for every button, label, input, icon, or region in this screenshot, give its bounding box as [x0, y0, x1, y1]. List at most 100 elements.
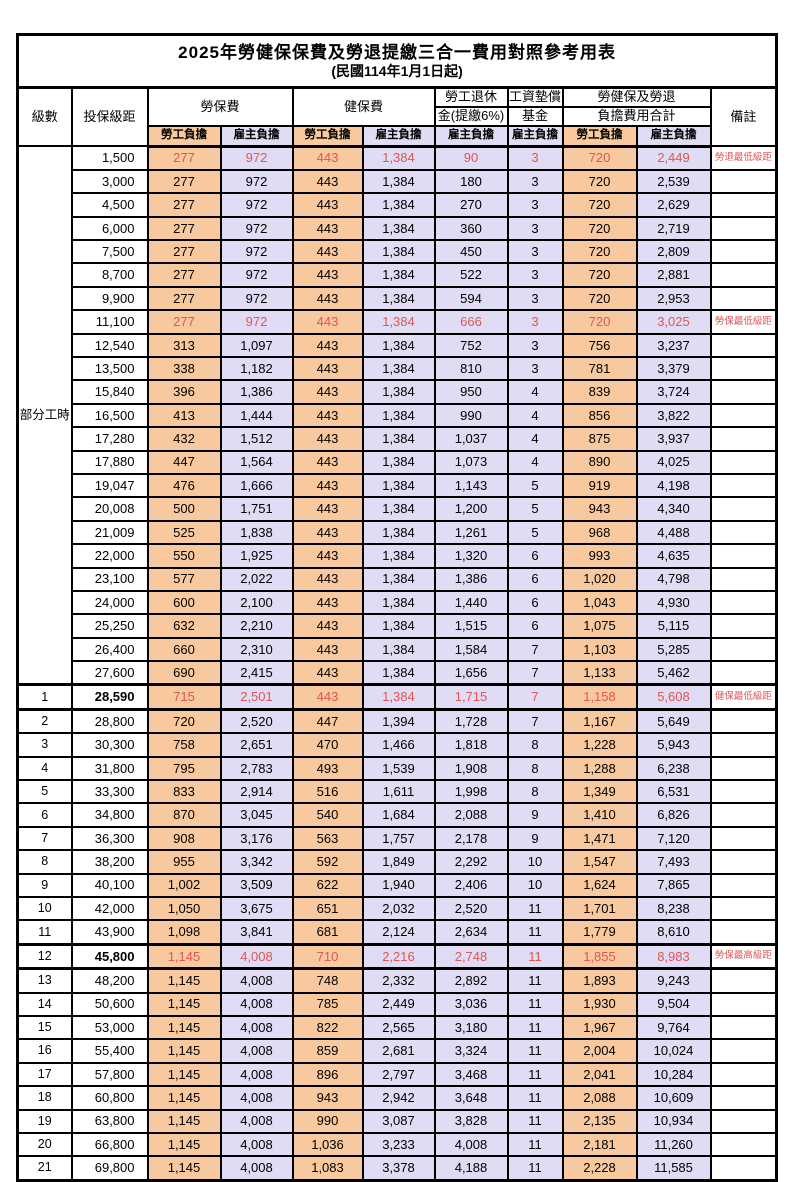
cell-bracket: 30,300 — [70, 732, 149, 758]
cell-wage-fund-employer: 5 — [506, 496, 564, 522]
cell-total-employer: 3,237 — [635, 332, 712, 359]
cell-health-employer: 2,332 — [361, 967, 436, 994]
cell-health-employer: 1,384 — [361, 683, 436, 711]
cell-total-employee: 720 — [561, 215, 638, 242]
cell-bracket: 40,100 — [70, 872, 149, 899]
subheader-health-employer: 雇主負擔 — [361, 124, 436, 148]
cell-health-employer: 1,384 — [361, 449, 436, 475]
subheader-pension-employer: 雇主負擔 — [433, 124, 509, 148]
subheader-total-employer: 雇主負擔 — [635, 124, 712, 148]
cell-level: 15 — [16, 1014, 73, 1041]
cell-health-employee: 651 — [291, 895, 364, 922]
cell-labor-employer: 3,176 — [219, 825, 294, 852]
cell-level: 10 — [16, 895, 73, 922]
header-labor-insurance: 勞保費 — [146, 86, 294, 127]
cell-health-employee: 622 — [291, 872, 364, 899]
cell-health-employer: 3,233 — [361, 1131, 436, 1158]
table-row: 13 48,200 1,145 4,008 748 2,332 2,892 11 1,893 9,… — [16, 967, 778, 994]
cell-total-employer: 2,881 — [635, 262, 712, 288]
cell-health-employer: 1,384 — [361, 145, 436, 171]
cell-total-employee: 1,349 — [561, 779, 638, 805]
cell-wage-fund-employer: 3 — [506, 145, 564, 171]
cell-labor-employee: 476 — [146, 472, 222, 499]
cell-health-employee: 990 — [291, 1108, 364, 1134]
cell-level: 12 — [16, 942, 73, 971]
table-row: 17,280 432 1,512 443 1,384 1,037 4 875 3,937 — [18, 426, 778, 452]
cell-pension-employer: 1,818 — [433, 732, 509, 758]
cell-remark — [709, 613, 778, 639]
cell-labor-employee: 600 — [146, 589, 222, 616]
cell-bracket: 23,100 — [70, 566, 149, 592]
cell-wage-fund-employer: 5 — [506, 472, 564, 499]
cell-health-employer: 1,384 — [361, 355, 436, 382]
cell-wage-fund-employer: 11 — [506, 919, 564, 946]
cell-total-employer: 10,284 — [635, 1061, 712, 1088]
cell-remark — [709, 755, 778, 782]
cell-bracket: 13,500 — [70, 355, 149, 382]
cell-health-employee: 443 — [291, 449, 364, 475]
cell-labor-employee: 277 — [146, 239, 222, 265]
cell-level: 16 — [16, 1038, 73, 1064]
cell-health-employer: 1,384 — [361, 543, 436, 569]
cell-labor-employer: 1,182 — [219, 355, 294, 382]
cell-health-employee: 1,083 — [291, 1155, 364, 1182]
cell-bracket: 17,280 — [70, 426, 149, 452]
cell-wage-fund-employer: 11 — [506, 1085, 564, 1111]
table-row: 7,500 277 972 443 1,384 450 3 720 2,809 — [18, 239, 778, 265]
cell-pension-employer: 360 — [433, 215, 509, 242]
cell-health-employee: 896 — [291, 1061, 364, 1088]
cell-health-employee: 443 — [291, 636, 364, 663]
cell-wage-fund-employer: 3 — [506, 239, 564, 265]
cell-health-employee: 710 — [291, 942, 364, 971]
cell-total-employee: 839 — [561, 379, 638, 405]
cell-labor-employer: 2,501 — [219, 683, 294, 711]
cell-total-employee: 1,133 — [561, 660, 638, 686]
table-row: 13,500 338 1,182 443 1,384 810 3 781 3,379 — [18, 355, 778, 382]
cell-labor-employer: 3,675 — [219, 895, 294, 922]
cell-labor-employee: 277 — [146, 168, 222, 195]
cell-bracket: 16,500 — [70, 402, 149, 429]
cell-pension-employer: 1,386 — [433, 566, 509, 592]
cell-pension-employer: 990 — [433, 402, 509, 429]
cell-health-employer: 2,216 — [361, 942, 436, 971]
table-row: 3 30,300 758 2,651 470 1,466 1,818 8 1,228 5,943 — [16, 732, 778, 758]
cell-wage-fund-employer: 4 — [506, 449, 564, 475]
cell-remark — [709, 636, 778, 663]
cell-pension-employer: 594 — [433, 285, 509, 312]
cell-level: 8 — [16, 849, 73, 875]
cell-bracket: 50,600 — [70, 991, 149, 1017]
cell-total-employer: 5,943 — [635, 732, 712, 758]
cell-bracket: 17,880 — [70, 449, 149, 475]
cell-total-employee: 720 — [561, 192, 638, 218]
cell-labor-employee: 795 — [146, 755, 222, 782]
cell-level: 4 — [16, 755, 73, 782]
cell-wage-fund-employer: 11 — [506, 1155, 564, 1182]
cell-pension-employer: 3,468 — [433, 1061, 509, 1088]
table-row: 27,600 690 2,415 443 1,384 1,656 7 1,133 5,462 — [18, 660, 778, 686]
cell-labor-employer: 2,210 — [219, 613, 294, 639]
table-row: 3,000 277 972 443 1,384 180 3 720 2,539 — [18, 168, 778, 195]
cell-wage-fund-employer: 8 — [506, 755, 564, 782]
cell-remark — [709, 168, 778, 195]
cell-health-employer: 2,681 — [361, 1038, 436, 1064]
cell-health-employer: 1,384 — [361, 426, 436, 452]
cell-labor-employer: 1,838 — [219, 519, 294, 546]
cell-wage-fund-employer: 3 — [506, 309, 564, 335]
cell-bracket: 28,800 — [70, 708, 149, 735]
cell-total-employer: 4,635 — [635, 543, 712, 569]
cell-remark — [709, 919, 778, 946]
cell-health-employee: 443 — [291, 192, 364, 218]
cell-remark — [709, 519, 778, 546]
cell-total-employer: 7,493 — [635, 849, 712, 875]
cell-bracket: 6,000 — [70, 215, 149, 242]
cell-bracket: 25,250 — [70, 613, 149, 639]
cell-total-employer: 2,539 — [635, 168, 712, 195]
cell-bracket: 45,800 — [70, 942, 149, 971]
cell-wage-fund-employer: 11 — [506, 1061, 564, 1088]
cell-health-employer: 1,757 — [361, 825, 436, 852]
cell-labor-employer: 4,008 — [219, 1155, 294, 1182]
cell-labor-employee: 525 — [146, 519, 222, 546]
cell-labor-employer: 1,386 — [219, 379, 294, 405]
cell-health-employee: 822 — [291, 1014, 364, 1041]
cell-remark — [709, 1061, 778, 1088]
